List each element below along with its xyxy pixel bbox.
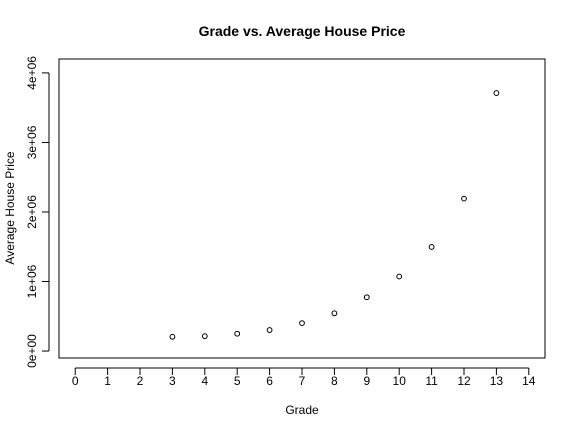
x-axis: 0 1 2 3 4 5 6 7 8 9 10 11 12 13 14 — [72, 367, 536, 388]
x-tick-label: 9 — [363, 374, 370, 388]
x-tick-label: 2 — [137, 374, 144, 388]
y-tick-label: 1e+06 — [25, 264, 39, 298]
x-tick-label: 10 — [393, 374, 407, 388]
x-tick-label: 6 — [266, 374, 273, 388]
data-point — [169, 333, 176, 340]
data-point — [266, 327, 273, 333]
plot-frame — [58, 58, 546, 359]
data-point — [396, 273, 403, 280]
y-tick-label: 3e+06 — [25, 125, 39, 159]
chart-title: Grade vs. Average House Price — [199, 23, 406, 39]
x-axis-title: Grade — [285, 403, 319, 417]
x-tick-label: 12 — [457, 374, 471, 388]
data-point — [461, 195, 467, 202]
data-point — [299, 320, 305, 326]
x-tick-label: 11 — [425, 374, 438, 388]
y-tick-label: 2e+06 — [25, 195, 39, 229]
y-tick-label: 4e+06 — [25, 56, 39, 90]
x-tick-label: 5 — [234, 374, 241, 388]
x-tick-label: 4 — [201, 374, 208, 388]
data-points — [169, 90, 500, 340]
x-tick-label: 13 — [490, 374, 504, 388]
y-axis-title: Average House Price — [3, 151, 17, 265]
data-point — [331, 310, 338, 317]
x-tick-label: 1 — [104, 374, 111, 388]
data-point — [201, 333, 208, 340]
data-point — [428, 244, 435, 250]
x-tick-label: 14 — [522, 374, 536, 388]
data-point — [234, 330, 241, 337]
data-point — [363, 294, 370, 301]
data-point — [493, 90, 500, 96]
x-tick-label: 8 — [331, 374, 338, 388]
y-axis: 0e+00 1e+06 2e+06 3e+06 4e+06 — [25, 56, 50, 368]
x-tick-label: 3 — [169, 374, 176, 388]
y-tick-label: 0e+00 — [25, 334, 39, 368]
x-tick-label: 0 — [72, 374, 79, 388]
x-tick-label: 7 — [299, 374, 306, 388]
